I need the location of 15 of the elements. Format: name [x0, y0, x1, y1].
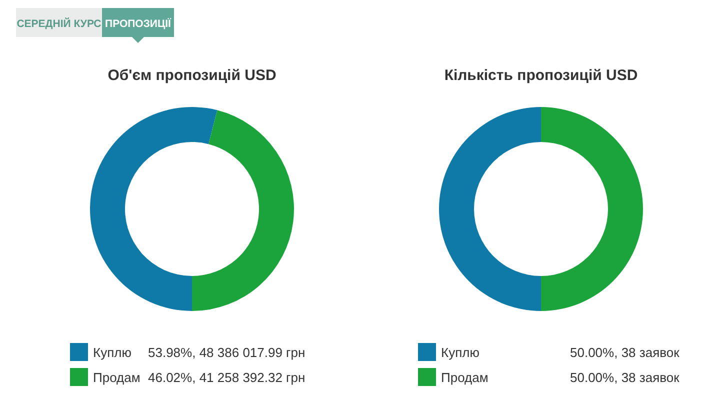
data-label: 50.00%, 38 заявок — [570, 370, 680, 385]
chart-title: Об'єм пропозицій USD — [108, 67, 276, 84]
data-label: 50.00%, 38 заявок — [570, 345, 680, 360]
legend-label: Куплю — [93, 345, 132, 360]
donut-slice — [541, 107, 643, 311]
donut-slice — [90, 107, 218, 311]
chart-title: Кількість пропозицій USD — [444, 67, 638, 84]
data-label: 53.98%, 48 386 017.99 грн — [148, 345, 306, 360]
donut-slice — [192, 110, 294, 311]
data-label: 46.02%, 41 258 392.32 грн — [148, 370, 306, 385]
legend-label: Куплю — [441, 345, 480, 360]
legend-label: Продам — [441, 370, 488, 385]
legend-label: Продам — [93, 370, 140, 385]
tab: СЕРЕДНІЙ КУРС — [16, 8, 102, 37]
donut-slice — [439, 107, 541, 311]
